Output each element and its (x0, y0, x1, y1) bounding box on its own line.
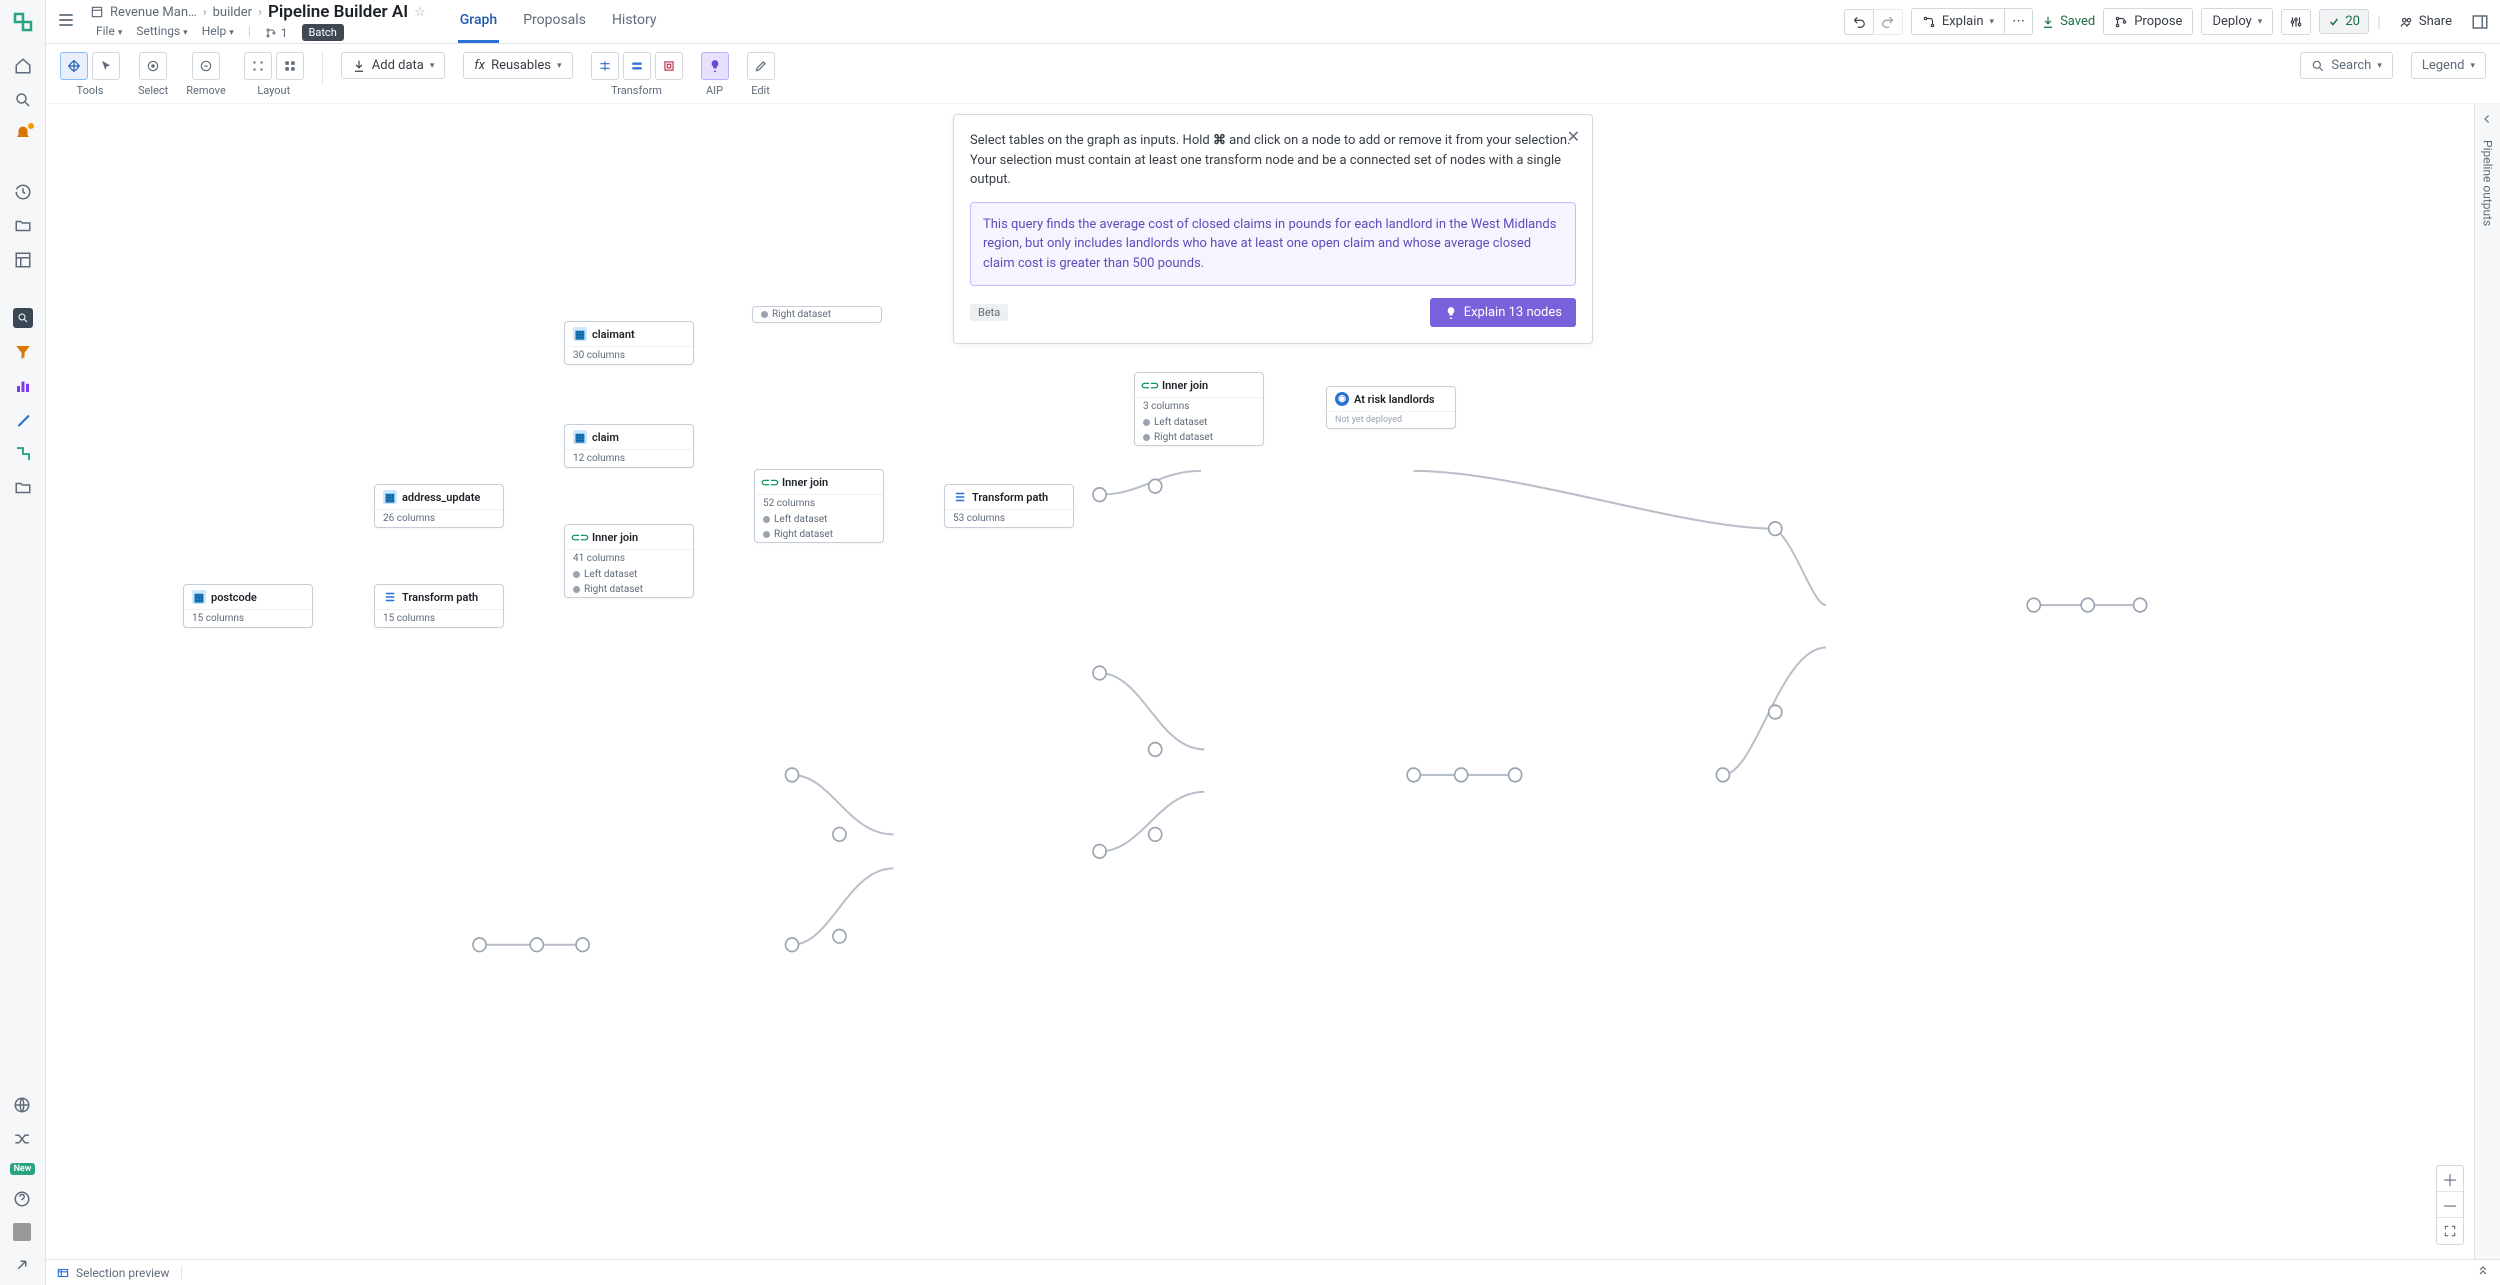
tool-remove[interactable] (192, 52, 220, 80)
zoom-in-button[interactable]: ＋ (2437, 1166, 2463, 1192)
info-text: Select tables on the graph as inputs. Ho… (970, 131, 1576, 190)
share-button[interactable]: Share (2389, 9, 2462, 34)
tool-move[interactable] (60, 52, 88, 80)
menubar: File ▾ Settings ▾ Help ▾ | 1 Batch (96, 24, 426, 41)
explain-button[interactable]: Explain ▾ (1911, 8, 2005, 35)
collapse-bottom-icon[interactable] (2476, 1264, 2490, 1281)
more-button[interactable]: ⋯ (2005, 8, 2033, 35)
right-panel-tab[interactable]: Pipeline outputs (2474, 104, 2500, 1259)
add-data-button[interactable]: Add data ▾ (341, 52, 446, 79)
bottom-bar: Selection preview (46, 1259, 2500, 1285)
magnify-dark-icon[interactable] (13, 308, 33, 328)
tab-history[interactable]: History (610, 0, 659, 43)
legend-button[interactable]: Legend ▾ (2411, 52, 2486, 79)
search-button[interactable]: Search ▾ (2300, 52, 2392, 79)
tool-layout2[interactable] (276, 52, 304, 80)
settings-button[interactable] (2281, 9, 2311, 35)
search-icon[interactable] (13, 90, 33, 110)
saved-status: Saved (2041, 14, 2095, 29)
page-title: Pipeline Builder AI (268, 2, 408, 22)
tab-proposals[interactable]: Proposals (521, 0, 588, 43)
close-icon[interactable]: ✕ (1567, 127, 1580, 146)
zoom-controls: ＋ － (2436, 1165, 2464, 1245)
transform3[interactable] (655, 52, 683, 80)
tool-label-edit: Edit (751, 84, 770, 97)
tool-label-aip: AIP (706, 84, 723, 97)
pipeline-app-icon[interactable] (13, 444, 33, 464)
node-output[interactable]: ◉At risk landlords Not yet deployed (1326, 386, 1456, 429)
toolbar: Tools Select Remove Layout Add data ▾ fx… (46, 44, 2500, 104)
menu-file[interactable]: File ▾ (96, 24, 122, 41)
star-icon[interactable]: ☆ (414, 5, 426, 20)
tool-label-tools: Tools (77, 84, 104, 97)
menu-icon[interactable] (56, 10, 78, 34)
tool-label-transform: Transform (611, 84, 662, 97)
tool-label-select: Select (138, 84, 168, 97)
zoom-out-button[interactable]: － (2437, 1192, 2463, 1218)
new-badge: New (10, 1163, 36, 1175)
reusables-button[interactable]: fxReusables ▾ (463, 52, 572, 79)
funnel-icon[interactable] (13, 342, 33, 362)
node-claim[interactable]: ▦claim 12 columns (564, 424, 694, 468)
menu-settings[interactable]: Settings ▾ (136, 24, 187, 41)
top-actions: Explain ▾ ⋯ Saved Propose Deploy ▾ 20 | … (1844, 8, 2490, 35)
history-icon[interactable] (13, 182, 33, 202)
shuffle-icon[interactable] (12, 1129, 32, 1149)
node-innerjoin2[interactable]: ⊂⊃Inner join 52 columns Left dataset Rig… (754, 469, 884, 543)
panel-right-icon[interactable] (2470, 12, 2490, 32)
tool-pointer[interactable] (92, 52, 120, 80)
node-innerjoin1[interactable]: ⊂⊃Inner join 41 columns Left dataset Rig… (564, 524, 694, 598)
expand-icon[interactable] (12, 1255, 32, 1275)
side-tab-label: Pipeline outputs (2481, 140, 2495, 226)
tool-label-layout: Layout (257, 84, 290, 97)
layout-icon[interactable] (13, 250, 33, 270)
edit-button[interactable] (747, 52, 775, 80)
beta-badge: Beta (970, 304, 1008, 321)
redo-button[interactable] (1874, 9, 1903, 35)
check-count[interactable]: 20 (2319, 9, 2369, 34)
branch-count[interactable]: 1 (265, 24, 288, 41)
batch-badge: Batch (302, 24, 344, 41)
info-panel: ✕ Select tables on the graph as inputs. … (953, 114, 1593, 344)
tool-layout1[interactable] (244, 52, 272, 80)
undo-button[interactable] (1844, 9, 1874, 35)
wand-icon[interactable] (13, 410, 33, 430)
breadcrumb-folder[interactable]: Revenue Man… (110, 5, 197, 20)
transform2[interactable] (623, 52, 651, 80)
canvas[interactable]: ✕ Select tables on the graph as inputs. … (46, 104, 2500, 1259)
app-logo-icon[interactable] (9, 8, 37, 36)
node-postcode[interactable]: ▦postcode 15 columns (183, 584, 313, 628)
propose-button[interactable]: Propose (2103, 8, 2193, 35)
tabs: Graph Proposals History (458, 0, 659, 43)
chart-icon[interactable] (13, 376, 33, 396)
breadcrumb-sub[interactable]: builder (213, 5, 252, 20)
aip-button[interactable] (701, 52, 729, 80)
tool-select[interactable] (139, 52, 167, 80)
deploy-button[interactable]: Deploy ▾ (2201, 8, 2273, 35)
node-transform1[interactable]: ☰Transform path 15 columns (374, 584, 504, 628)
node-claimant[interactable]: ▦claimant 30 columns (564, 321, 694, 365)
home-icon[interactable] (13, 56, 33, 76)
transform1[interactable] (591, 52, 619, 80)
selection-preview-tab[interactable]: Selection preview (56, 1266, 182, 1280)
bell-icon[interactable] (13, 124, 33, 144)
query-description: This query finds the average cost of clo… (970, 202, 1576, 287)
breadcrumb: Revenue Man… › builder › Pipeline Builde… (90, 2, 426, 22)
folder2-icon[interactable] (13, 478, 33, 498)
node-innerjoin3[interactable]: ⊂⊃Inner join 3 columns Left dataset Righ… (1134, 372, 1264, 446)
tab-graph[interactable]: Graph (458, 0, 499, 43)
tool-label-remove: Remove (186, 84, 226, 97)
node-transform2[interactable]: ☰Transform path 53 columns (944, 484, 1074, 528)
explain-nodes-button[interactable]: Explain 13 nodes (1430, 298, 1576, 327)
menu-help[interactable]: Help ▾ (202, 24, 234, 41)
header: Revenue Man… › builder › Pipeline Builde… (46, 0, 2500, 44)
folder-icon[interactable] (13, 216, 33, 236)
user-avatar[interactable] (13, 1223, 31, 1241)
node-partial-top[interactable]: Right dataset (752, 306, 882, 323)
left-rail: New (0, 0, 46, 1285)
zoom-fit-button[interactable] (2437, 1218, 2463, 1244)
node-address[interactable]: ▦address_update 26 columns (374, 484, 504, 528)
help-icon[interactable] (12, 1189, 32, 1209)
globe-icon[interactable] (12, 1095, 32, 1115)
